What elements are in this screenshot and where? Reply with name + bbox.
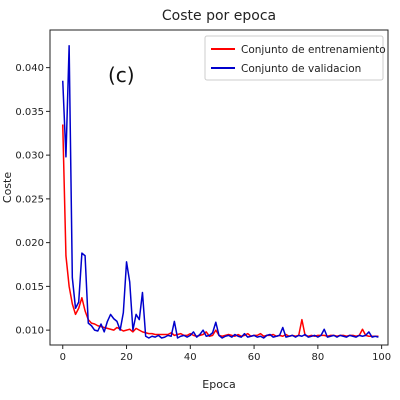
x-tick-label: 60 [248,352,261,363]
series-line-validacion [62,45,379,339]
chart-title: Coste por epoca [162,8,276,24]
y-axis-ticks: 0.010 0.015 0.020 0.025 0.030 0.035 0.040 [15,63,50,337]
y-tick-label: 0.015 [15,282,44,293]
y-tick-label: 0.025 [15,194,44,205]
y-tick-label: 0.030 [15,151,44,162]
series-layer [62,45,379,339]
y-tick-label: 0.010 [15,326,44,337]
legend-label-entrenamiento: Conjunto de entrenamiento [241,44,386,56]
x-tick-label: 80 [311,352,324,363]
y-tick-label: 0.040 [15,63,44,74]
y-tick-label: 0.020 [15,238,44,249]
legend: Conjunto de entrenamiento Conjunto de va… [204,35,386,81]
panel-label: (c) [108,63,135,87]
y-tick-label: 0.035 [15,107,44,118]
legend-box [204,35,384,81]
x-tick-label: 40 [184,352,197,363]
x-tick-label: 100 [372,352,391,363]
y-axis-label: Coste [1,172,14,203]
x-axis-label: Epoca [202,378,235,391]
x-tick-label: 20 [120,352,133,363]
x-tick-label: 0 [60,352,66,363]
plot-frame [49,29,389,346]
legend-label-validacion: Conjunto de validacion [241,63,361,75]
x-axis-ticks: 0 20 40 60 80 100 [60,345,391,363]
